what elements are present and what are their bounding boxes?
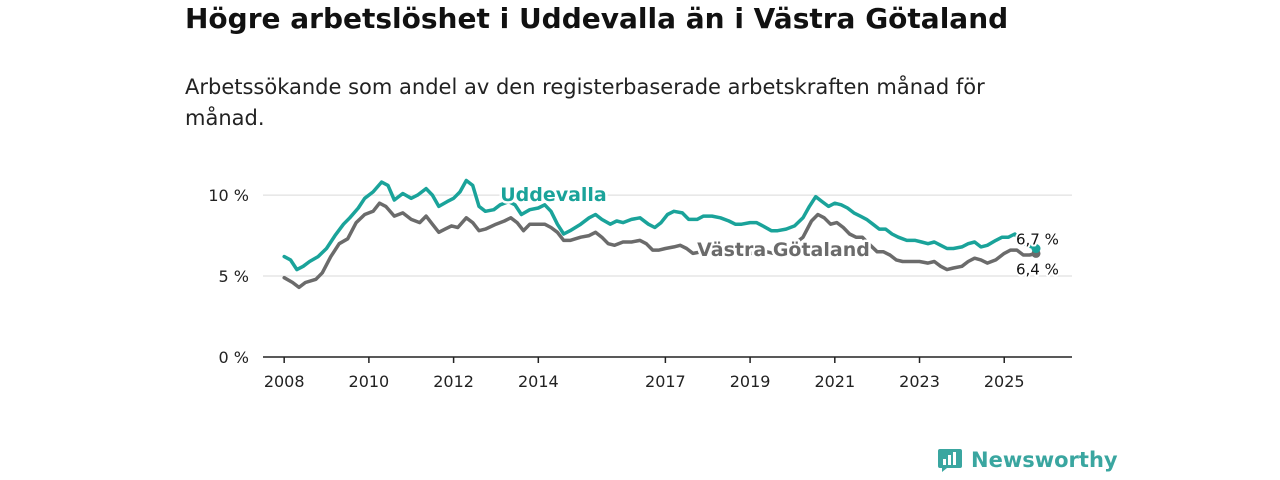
newsworthy-logo: Newsworthy <box>937 447 1118 473</box>
x-tick-label: 2019 <box>730 372 771 391</box>
y-tick-label: 5 % <box>219 267 249 286</box>
chart-title: Högre arbetslöshet i Uddevalla än i Väst… <box>185 2 1009 35</box>
x-tick-label: 2010 <box>349 372 390 391</box>
chart-subtitle: Arbetssökande som andel av den registerb… <box>185 75 985 130</box>
end-value-label-vastra-gotaland: 6,4 % <box>1016 260 1059 278</box>
y-tick-label: 10 % <box>208 186 249 205</box>
x-tick-label: 2021 <box>814 372 855 391</box>
series-line-uddevalla <box>282 178 1038 272</box>
x-tick-label: 2017 <box>645 372 686 391</box>
bar-chart-logo-icon <box>938 449 962 472</box>
series-label-vastra-gotaland: Västra Götaland <box>697 239 870 261</box>
x-tick-label: 2023 <box>899 372 940 391</box>
axis-layer: 0 % 5 % 10 % 2008 2010 2012 2014 2017 2019 2021 20… <box>208 186 1072 391</box>
end-point-marker <box>1031 244 1041 254</box>
x-tick-label: 2014 <box>518 372 559 391</box>
series-label-uddevalla: Uddevalla <box>500 184 607 206</box>
x-tick-label: 2008 <box>264 372 305 391</box>
brand-name: Newsworthy <box>971 448 1118 472</box>
y-tick-label: 0 % <box>219 348 249 367</box>
series-line-västra-götaland <box>282 201 1038 290</box>
x-tick-label: 2012 <box>433 372 474 391</box>
x-tick-label: 2025 <box>984 372 1025 391</box>
series-layer <box>282 178 1041 290</box>
label-layer: Uddevalla Västra Götaland 6,7 % 6,4 % <box>498 181 1061 280</box>
end-value-label-uddevalla: 6,7 % <box>1016 231 1059 249</box>
